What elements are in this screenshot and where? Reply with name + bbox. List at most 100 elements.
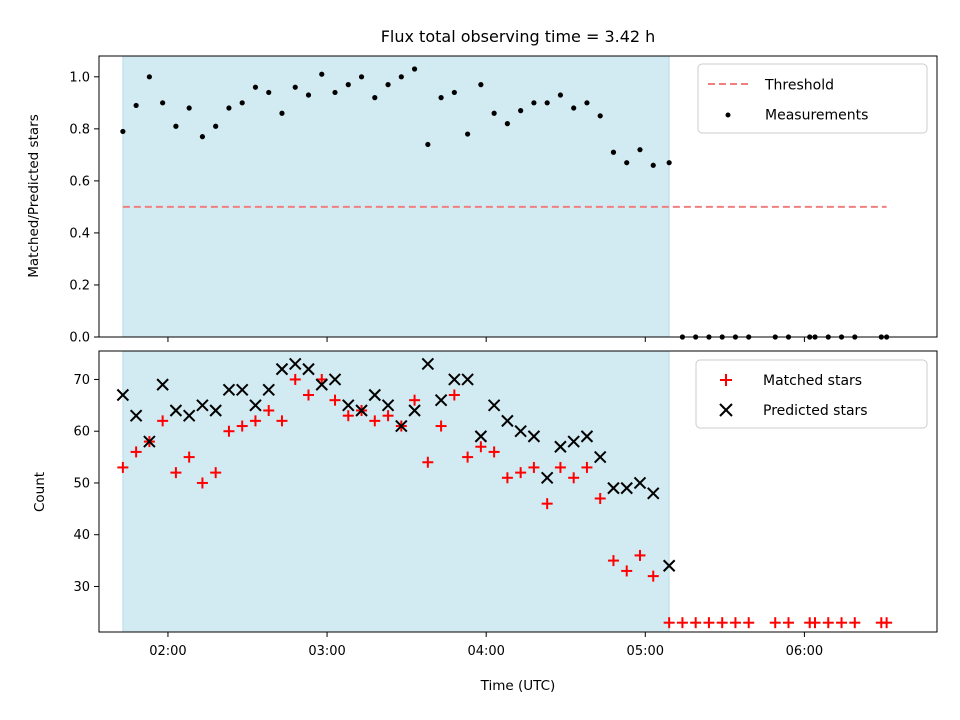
legend-measurements-label: Measurements [765, 108, 868, 124]
predicted-star-point [501, 414, 514, 428]
matched-star-point [634, 549, 646, 561]
predicted-star-point [143, 435, 156, 448]
measurement-point [160, 100, 166, 106]
top-marks [120, 66, 890, 340]
matched-star-point [541, 498, 553, 510]
y-tick-label: 50 [73, 476, 90, 491]
matched-star-point [462, 451, 474, 463]
y-tick-label: 40 [73, 528, 90, 543]
matched-star-point [769, 617, 781, 629]
matched-star-point [369, 415, 381, 427]
matched-star-point [276, 415, 288, 427]
measurement-point [610, 149, 617, 155]
measurement-point [292, 84, 298, 90]
predicted-star-point [289, 357, 302, 371]
legend-matched-label: Matched stars [763, 373, 862, 389]
measurement-point [425, 141, 431, 148]
y-tick-label: 0.4 [69, 226, 90, 241]
matched-star-point [236, 420, 248, 432]
measurement-point [518, 108, 524, 114]
matched-star-point [822, 617, 834, 629]
legend-predicted-swatch [719, 403, 733, 417]
matched-star-point [515, 467, 527, 479]
x-tick-label: 05:00 [627, 644, 664, 659]
measurement-point [597, 113, 603, 119]
measurement-point [624, 160, 630, 166]
matched-star-point [528, 461, 540, 473]
matched-star-point [607, 555, 619, 567]
x-tick-label: 02:00 [149, 644, 186, 659]
top-legend: Threshold Measurements [697, 63, 928, 134]
measurement-point [557, 92, 564, 98]
x-tick-label: 06:00 [786, 644, 823, 659]
matched-star-point [263, 405, 275, 417]
measurement-point [266, 89, 272, 96]
measurement-point [199, 134, 206, 140]
measurement-point [544, 100, 550, 106]
predicted-star-point [302, 362, 315, 376]
y-tick-label: 30 [73, 580, 90, 595]
chart-title: Flux total observing time = 3.42 h [381, 27, 656, 46]
predicted-star-point [527, 430, 541, 443]
matched-star-point [196, 477, 208, 489]
matched-star-point [743, 617, 755, 629]
measurement-point [305, 92, 312, 98]
matched-star-point [594, 492, 606, 504]
predicted-star-point [315, 378, 328, 391]
bottom-legend-box [695, 359, 928, 429]
predicted-star-point [328, 373, 342, 386]
matched-star-point [621, 565, 633, 577]
predicted-star-point [580, 430, 594, 443]
matched-star-point [782, 617, 794, 629]
matched-star-point [342, 410, 354, 422]
matched-star-point [183, 451, 195, 463]
predicted-star-point [461, 373, 474, 386]
measurement-point [358, 74, 365, 80]
y-tick-label: 70 [73, 373, 90, 388]
measurement-point [252, 84, 259, 90]
predicted-star-point [235, 383, 249, 397]
measurement-point [332, 89, 338, 96]
matched-star-point [836, 617, 848, 629]
matched-star-point [409, 394, 421, 406]
y-tick-label: 1.0 [69, 70, 90, 85]
matched-star-point [554, 461, 566, 473]
predicted-star-point [156, 378, 169, 391]
matched-star-point [382, 410, 394, 422]
predicted-star-point [129, 409, 143, 422]
matched-star-point [849, 617, 861, 629]
matched-star-point [448, 389, 460, 401]
predicted-star-point [421, 357, 435, 371]
measurement-point [571, 105, 577, 111]
y-tick-label: 0.2 [69, 278, 90, 293]
legend-predicted-label: Predicted stars [763, 403, 868, 419]
measurement-point [451, 89, 457, 96]
bottom-x-axis: 02:00 03:00 04:00 05:00 06:00 [149, 632, 823, 659]
predicted-star-point [662, 559, 676, 572]
bottom-y-axis: 30 40 50 60 70 [73, 373, 99, 595]
y-tick-label: 0.0 [69, 331, 90, 346]
x-axis-label: Time (UTC) [480, 678, 556, 694]
measurement-point [279, 110, 285, 116]
measurement-point [186, 105, 192, 111]
matched-star-point [703, 617, 715, 629]
matched-star-point [303, 389, 314, 401]
x-tick-label: 04:00 [467, 644, 504, 659]
top-axes-frame [98, 55, 938, 338]
predicted-star-point [395, 419, 408, 433]
bottom-marks [116, 357, 893, 629]
legend-matched-swatch [720, 374, 732, 386]
measurement-point [133, 102, 139, 109]
matched-star-point [316, 373, 328, 385]
measurement-point [319, 71, 325, 77]
bottom-shaded-span [122, 350, 670, 633]
matched-star-point [422, 456, 434, 468]
predicted-star-point [342, 399, 355, 412]
matched-star-point [647, 570, 659, 582]
bottom-panel: 30 40 50 60 70 02:00 03:00 04:00 05:00 06:00 Cou… [32, 350, 938, 694]
predicted-star-point [381, 399, 395, 412]
matched-star-point [157, 415, 169, 427]
predicted-star-point [487, 399, 501, 412]
y-tick-label: 60 [73, 425, 90, 440]
